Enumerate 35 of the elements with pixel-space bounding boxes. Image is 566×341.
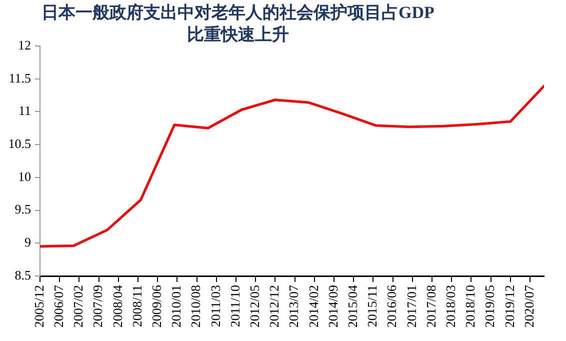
- y-tick-label: 12: [18, 37, 31, 52]
- x-tick-label: 2007/09: [90, 285, 106, 328]
- y-tick-label: 9: [24, 234, 31, 250]
- y-tick-label: 10: [18, 168, 31, 184]
- x-tick-label: 2006/07: [51, 284, 66, 328]
- x-tick-label: 2018/10: [462, 285, 478, 328]
- x-tick-label: 2010/08: [188, 285, 204, 328]
- x-tick-label: 2012/05: [247, 285, 262, 328]
- x-tick-label: 2012/12: [266, 285, 282, 328]
- x-tick-label: 2019/12: [502, 285, 517, 328]
- x-tick-label: 2013/07: [286, 284, 302, 328]
- x-tick-label: 2011/03: [208, 285, 223, 328]
- x-tick-label: 2015/11: [364, 285, 380, 328]
- x-tick-label: 2018/03: [443, 285, 458, 328]
- chart-title: 日本一般政府支出中对老年人的社会保护项目占GDP 比重快速上升: [42, 3, 434, 44]
- x-tick-label: 2007/02: [70, 285, 86, 328]
- x-tick-label: 2017/01: [404, 285, 419, 328]
- x-tick-label: 2015/04: [345, 284, 360, 328]
- x-tick-label: 2005/12: [31, 285, 46, 328]
- y-tick-label: 11.5: [8, 70, 31, 86]
- y-tick-label: 11: [18, 103, 31, 118]
- x-tick-label: 2011/10: [227, 285, 242, 328]
- x-tick-label: 2016/06: [384, 284, 400, 328]
- x-tick-label: 2019/05: [482, 285, 498, 328]
- x-tick-label: 2008/04: [110, 284, 125, 328]
- y-tick-label: 9.5: [14, 202, 31, 217]
- x-tick-label: 2008/11: [129, 285, 144, 328]
- x-tick-label: 2009/06: [149, 284, 164, 328]
- x-tick-label: 2010/01: [168, 285, 184, 328]
- x-tick-label: 2014/02: [306, 285, 321, 328]
- y-tick-label: 10.5: [8, 136, 31, 151]
- x-tick-label: 2017/08: [423, 285, 438, 328]
- y-tick-label: 8.5: [14, 267, 31, 282]
- x-tick-label: 2014/09: [325, 285, 340, 328]
- x-tick-label: 2020/07: [521, 284, 536, 328]
